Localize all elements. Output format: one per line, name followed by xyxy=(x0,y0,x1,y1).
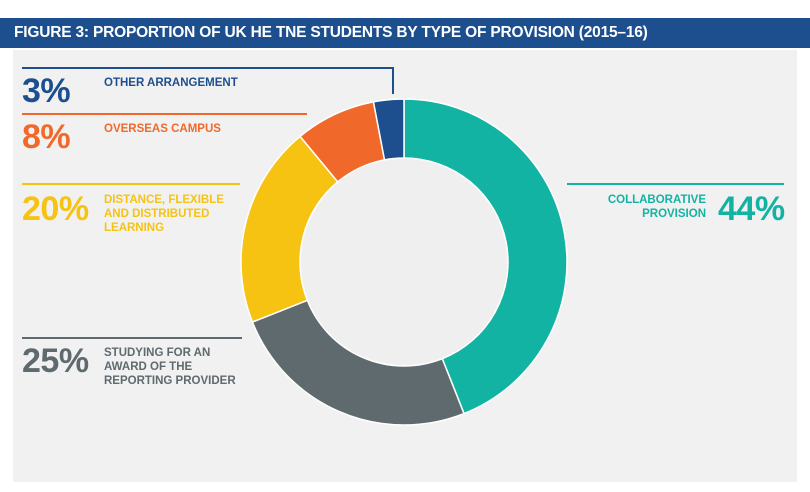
donut-center xyxy=(301,159,507,365)
pct-overseas-campus: 8% xyxy=(22,118,71,156)
pct-other-arrangement: 3% xyxy=(22,72,71,110)
leader-line-other xyxy=(22,67,394,94)
pct-distance-learning: 20% xyxy=(22,190,89,228)
pct-studying-award: 25% xyxy=(22,342,89,380)
figure-title: FIGURE 3: PROPORTION OF UK HE TNE STUDEN… xyxy=(14,24,648,41)
label-studying-award: STUDYING FOR AN AWARD OF THE REPORTING P… xyxy=(104,347,236,387)
figure-header: FIGURE 3: PROPORTION OF UK HE TNE STUDEN… xyxy=(0,18,810,48)
slice-studying xyxy=(251,299,465,426)
label-distance-learning: DISTANCE, FLEXIBLE AND DISTRIBUTED LEARN… xyxy=(104,194,224,234)
label-collaborative-provision: COLLABORATIVE PROVISION xyxy=(607,194,706,220)
slice-other xyxy=(372,98,405,161)
pct-collaborative-provision: 44% xyxy=(718,190,785,228)
label-other-arrangement: OTHER ARRANGEMENT xyxy=(104,77,238,89)
slice-collaborative xyxy=(403,98,568,415)
label-overseas-campus: OVERSEAS CAMPUS xyxy=(104,123,221,135)
